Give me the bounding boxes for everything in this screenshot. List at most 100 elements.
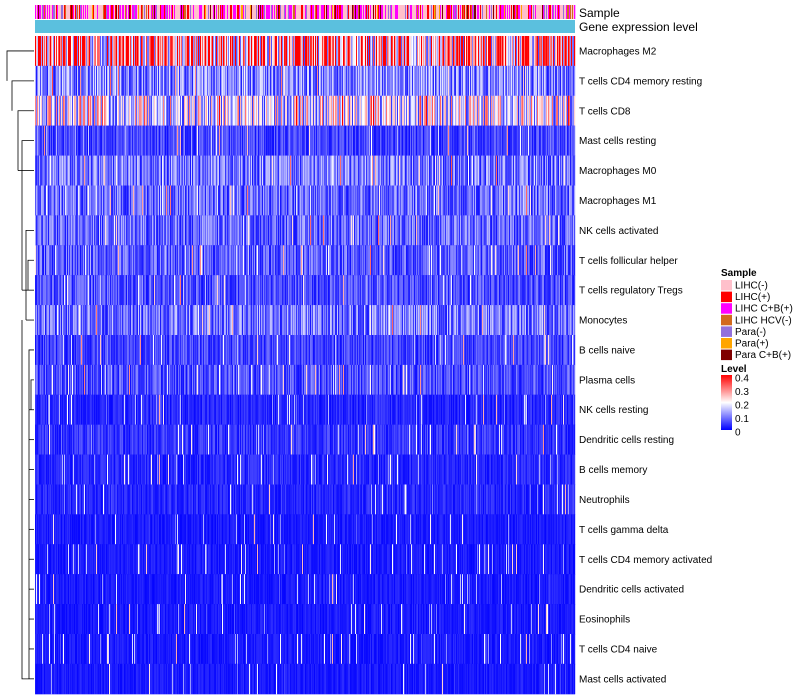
heatmap-cell (492, 65, 494, 97)
sample-cell (291, 5, 293, 19)
heatmap-cell (133, 185, 135, 216)
heatmap-cell (151, 95, 153, 127)
heatmap-cell (475, 95, 477, 127)
sample-cell (386, 5, 388, 19)
heatmap-cell (566, 215, 568, 246)
heatmap-cell (39, 215, 41, 246)
heatmap-cell (415, 95, 417, 127)
heatmap-cell (60, 155, 62, 186)
sample-cell (115, 5, 117, 19)
heatmap-cell (343, 215, 345, 246)
sample-cell (116, 5, 118, 19)
heatmap-cell (176, 245, 178, 276)
heatmap-cell (246, 65, 248, 97)
heatmap-cell (116, 125, 118, 156)
heatmap-cell (259, 215, 261, 246)
heatmap-cell (431, 185, 433, 216)
heatmap-cell (392, 215, 394, 246)
heatmap-cell (135, 125, 137, 156)
heatmap-cell (65, 215, 67, 246)
heatmap-cell (389, 125, 391, 156)
heatmap-cell (471, 125, 473, 156)
heatmap-cell (57, 65, 59, 97)
heatmap-cell (140, 125, 142, 156)
heatmap-cell (208, 245, 210, 276)
heatmap-cell (285, 95, 287, 127)
heatmap-cell (503, 215, 505, 246)
heatmap-cell (260, 65, 262, 97)
heatmap-cell (557, 95, 559, 127)
heatmap-cell (232, 125, 234, 156)
heatmap-cell (365, 36, 367, 67)
heatmap-cell (333, 125, 335, 156)
sample-cell (238, 5, 240, 19)
heatmap-cell (465, 215, 467, 246)
heatmap-cell (152, 95, 154, 127)
heatmap-cell (571, 155, 573, 186)
heatmap-cell (373, 125, 375, 156)
heatmap-cell (318, 36, 320, 67)
heatmap-cell (297, 185, 299, 216)
heatmap-cell (384, 185, 386, 216)
heatmap-cell (552, 36, 554, 67)
sample-cell (233, 5, 235, 19)
heatmap-cell (114, 245, 116, 276)
heatmap-cell (412, 125, 414, 156)
heatmap-cell (184, 215, 186, 246)
heatmap-cell (184, 95, 186, 127)
heatmap-cell (467, 125, 469, 156)
heatmap-cell (60, 125, 62, 156)
heatmap-cell (336, 155, 338, 186)
heatmap-cell (458, 36, 460, 67)
heatmap-cell (216, 245, 218, 276)
heatmap-cell (132, 245, 134, 276)
heatmap-cell (541, 65, 543, 97)
sample-cell (265, 5, 267, 19)
heatmap-cell (49, 125, 51, 156)
heatmap-cell (301, 36, 303, 67)
heatmap-cell (482, 36, 484, 67)
sample-cell (86, 5, 88, 19)
heatmap-cell (299, 65, 301, 97)
heatmap-cell (439, 65, 441, 97)
heatmap-cell (353, 65, 355, 97)
heatmap-cell (42, 95, 44, 127)
sample-cell (430, 5, 432, 19)
heatmap-cell (324, 185, 326, 216)
heatmap-cell (198, 155, 200, 186)
heatmap-cell (476, 125, 478, 156)
heatmap-cell (566, 125, 568, 156)
heatmap-cell (274, 155, 276, 186)
heatmap-cell (136, 95, 138, 127)
heatmap-cell (404, 125, 406, 156)
heatmap-cell (71, 185, 73, 216)
heatmap-cell (376, 65, 378, 97)
heatmap-cell (227, 95, 229, 127)
heatmap-cell (440, 95, 442, 127)
heatmap-cell (429, 155, 431, 186)
heatmap-cell (237, 185, 239, 216)
heatmap-cell (52, 185, 54, 216)
sample-cell (423, 5, 425, 19)
heatmap-cell (184, 36, 186, 67)
heatmap-cell (51, 155, 53, 186)
heatmap-cell (525, 65, 527, 97)
heatmap-cell (481, 185, 483, 216)
heatmap-cell (105, 36, 107, 67)
heatmap-cell (546, 65, 548, 97)
heatmap-cell (40, 215, 42, 246)
sample-cell (198, 5, 200, 19)
heatmap-cell (443, 95, 445, 127)
heatmap-cell (395, 65, 397, 97)
heatmap-cell (191, 155, 193, 186)
heatmap-cell (97, 155, 99, 186)
heatmap-cell (68, 125, 70, 156)
heatmap-cell (419, 125, 421, 156)
heatmap-cell (483, 95, 485, 127)
heatmap-cell (537, 95, 539, 127)
heatmap-cell (409, 65, 411, 97)
heatmap-cell (42, 245, 44, 276)
heatmap-cell (287, 185, 289, 216)
heatmap-cell (537, 65, 539, 97)
sample-cell (472, 5, 474, 19)
